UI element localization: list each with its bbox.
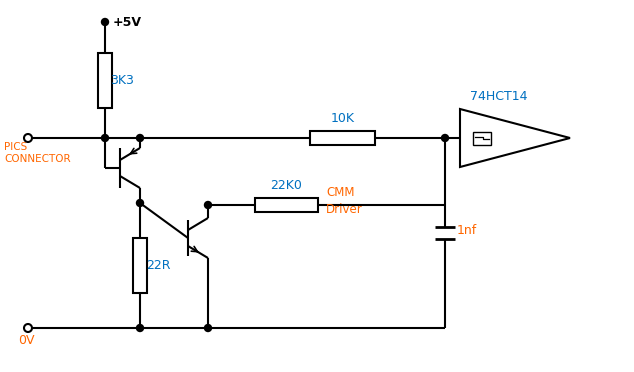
Circle shape [205, 202, 212, 208]
Circle shape [101, 19, 108, 26]
Circle shape [205, 324, 212, 331]
Text: PICS
CONNECTOR: PICS CONNECTOR [4, 142, 70, 164]
Bar [133, 238, 147, 293]
Circle shape [441, 135, 448, 141]
Circle shape [101, 135, 108, 141]
Text: 22K0: 22K0 [271, 179, 302, 192]
Text: 1nf: 1nf [457, 224, 477, 237]
Text: 22R: 22R [146, 259, 171, 272]
Text: 74HCT14: 74HCT14 [470, 90, 527, 103]
Text: +5V: +5V [113, 16, 142, 29]
Circle shape [136, 135, 143, 141]
Bar [310, 131, 375, 145]
Bar [98, 52, 112, 108]
Bar [255, 198, 318, 212]
Text: 10K: 10K [330, 112, 354, 125]
Circle shape [136, 199, 143, 206]
Text: 0V: 0V [18, 334, 34, 347]
Circle shape [136, 324, 143, 331]
Text: CMM
Driver: CMM Driver [326, 186, 363, 216]
Bar [473, 131, 491, 144]
Text: 3K3: 3K3 [110, 74, 134, 87]
